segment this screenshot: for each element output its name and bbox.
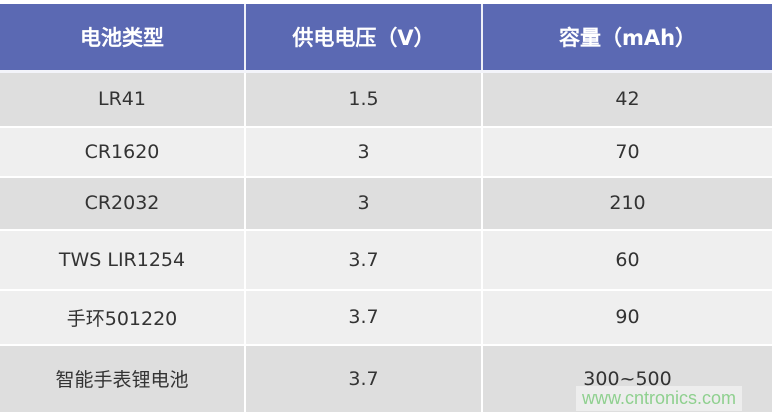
cell-capacity: 60 — [482, 229, 772, 291]
header-voltage: 供电电压（V） — [245, 4, 483, 73]
cell-type: CR2032 — [0, 176, 246, 231]
cell-type: 手环501220 — [0, 289, 246, 346]
cell-capacity: 210 — [482, 176, 772, 231]
cell-voltage: 3.7 — [245, 229, 483, 291]
cell-voltage: 3 — [245, 176, 483, 231]
cell-type: 智能手表锂电池 — [0, 344, 246, 414]
cell-capacity: 70 — [482, 126, 772, 178]
table-row: CR2032 3 210 — [0, 176, 772, 231]
header-row: 电池类型 供电电压（V） 容量（mAh） — [0, 4, 772, 73]
battery-table: 电池类型 供电电压（V） 容量（mAh） LR41 1.5 42 CR1620 … — [0, 4, 772, 414]
watermark: www.cntronics.com — [576, 386, 743, 411]
cell-voltage: 3.7 — [245, 289, 483, 346]
header-capacity: 容量（mAh） — [482, 4, 772, 73]
cell-type: TWS LIR1254 — [0, 229, 246, 291]
table-row: TWS LIR1254 3.7 60 — [0, 229, 772, 291]
table-row: 手环501220 3.7 90 — [0, 289, 772, 346]
header-battery-type: 电池类型 — [0, 4, 246, 73]
cell-type: CR1620 — [0, 126, 246, 178]
cell-voltage: 3 — [245, 126, 483, 178]
cell-voltage: 1.5 — [245, 71, 483, 128]
table-row: CR1620 3 70 — [0, 126, 772, 178]
cell-capacity: 42 — [482, 71, 772, 128]
cell-type: LR41 — [0, 71, 246, 128]
cell-voltage: 3.7 — [245, 344, 483, 414]
table-row: LR41 1.5 42 — [0, 71, 772, 128]
cell-capacity: 90 — [482, 289, 772, 346]
